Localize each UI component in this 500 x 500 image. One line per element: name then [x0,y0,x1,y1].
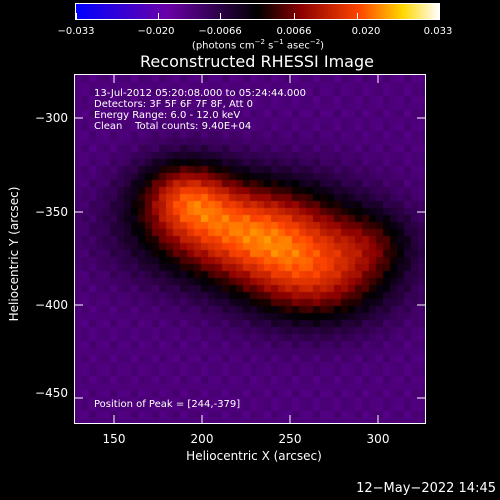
colorbar-tick-label: −0.020 [137,26,175,37]
colorbar-tick-label: −0.033 [57,26,95,37]
x-axis-label: Heliocentric X (arcsec) [186,449,322,463]
x-tick-label: 300 [366,432,390,446]
x-tick-label: 250 [278,432,302,446]
colorbar-tick-label: 0.020 [351,26,381,37]
info-time-range: 13-Jul-2012 05:20:08.000 to 05:24:44.000 [94,88,306,99]
colorbar-tick-label: 0.033 [423,26,453,37]
image-panel: 13-Jul-2012 05:20:08.000 to 05:24:44.000… [74,74,426,424]
colorbar-tick-label: 0.0066 [276,26,312,37]
plot-title: Reconstructed RHESSI Image [140,52,374,71]
info-energy-range: Energy Range: 6.0 - 12.0 keV [94,110,241,121]
x-tick-label: 200 [190,432,214,446]
rhessi-heatmap [75,75,425,423]
info-detectors: Detectors: 3F 5F 6F 7F 8F, Att 0 [94,99,254,110]
info-clean-counts: Clean Total counts: 9.40E+04 [94,121,252,132]
colorbar [75,3,440,20]
y-tick-label: −450 [35,386,68,400]
plot-timestamp: 12−May−2022 14:45 [356,481,496,496]
y-tick-label: −300 [35,111,68,125]
y-tick-label: −350 [35,205,68,219]
y-axis-label: Heliocentric Y (arcsec) [7,186,21,322]
info-peak-position: Position of Peak = [244,-379] [94,399,241,410]
x-tick-label: 150 [102,432,126,446]
colorbar-gradient [76,4,439,19]
colorbar-tick-label: −0.0066 [198,26,242,37]
y-tick-label: −400 [35,298,68,312]
colorbar-unit: (photons cm−2 s−1 asec−2) [191,38,325,52]
